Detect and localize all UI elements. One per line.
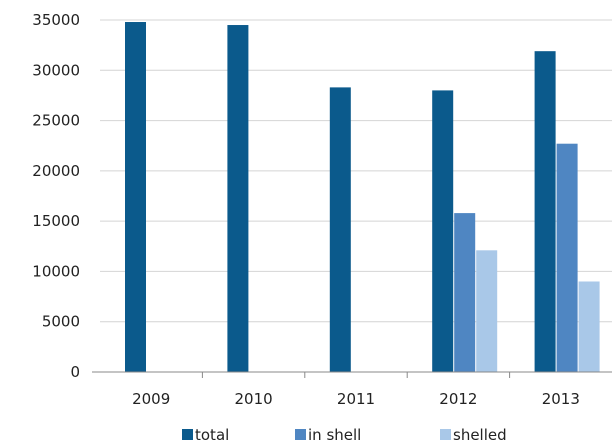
bar-total-2012 bbox=[432, 90, 454, 373]
x-tick-label: 2009 bbox=[132, 390, 170, 408]
bars bbox=[125, 22, 600, 373]
y-tick-label: 35000 bbox=[32, 11, 80, 29]
y-tick-label: 25000 bbox=[32, 112, 80, 130]
legend-label: total bbox=[195, 426, 229, 444]
bar-shelled-2012 bbox=[476, 250, 498, 372]
x-tick-label: 2010 bbox=[235, 390, 273, 408]
legend: total in shell shelled bbox=[182, 426, 507, 444]
y-axis-tick-labels: 0 5000 10000 15000 20000 25000 30000 35000 bbox=[32, 11, 80, 381]
bar-in-shell-2013 bbox=[556, 143, 578, 372]
y-tick-label: 15000 bbox=[32, 212, 80, 230]
y-tick-label: 20000 bbox=[32, 162, 80, 180]
legend-swatch-shelled bbox=[440, 429, 451, 440]
bar-total-2009 bbox=[125, 22, 146, 373]
x-tick-label: 2011 bbox=[337, 390, 375, 408]
bar-total-2010 bbox=[227, 25, 249, 373]
x-tick-label: 2012 bbox=[439, 390, 477, 408]
y-tick-label: 5000 bbox=[42, 313, 80, 331]
x-axis: 2009 2010 2011 2012 2013 bbox=[132, 372, 580, 408]
bar-total-2011 bbox=[329, 87, 351, 372]
y-tick-label: 10000 bbox=[32, 262, 80, 280]
bar-total-2013 bbox=[534, 51, 556, 372]
bar-shelled-2013 bbox=[578, 281, 600, 372]
y-tick-label: 0 bbox=[70, 363, 80, 381]
x-tick-label: 2013 bbox=[542, 390, 580, 408]
legend-label: in shell bbox=[308, 426, 361, 444]
y-tick-label: 30000 bbox=[32, 61, 80, 79]
legend-swatch-total bbox=[182, 429, 193, 440]
legend-swatch-in-shell bbox=[295, 429, 306, 440]
bar-in-shell-2012 bbox=[454, 213, 476, 372]
gridlines bbox=[100, 19, 612, 323]
legend-label: shelled bbox=[453, 426, 507, 444]
